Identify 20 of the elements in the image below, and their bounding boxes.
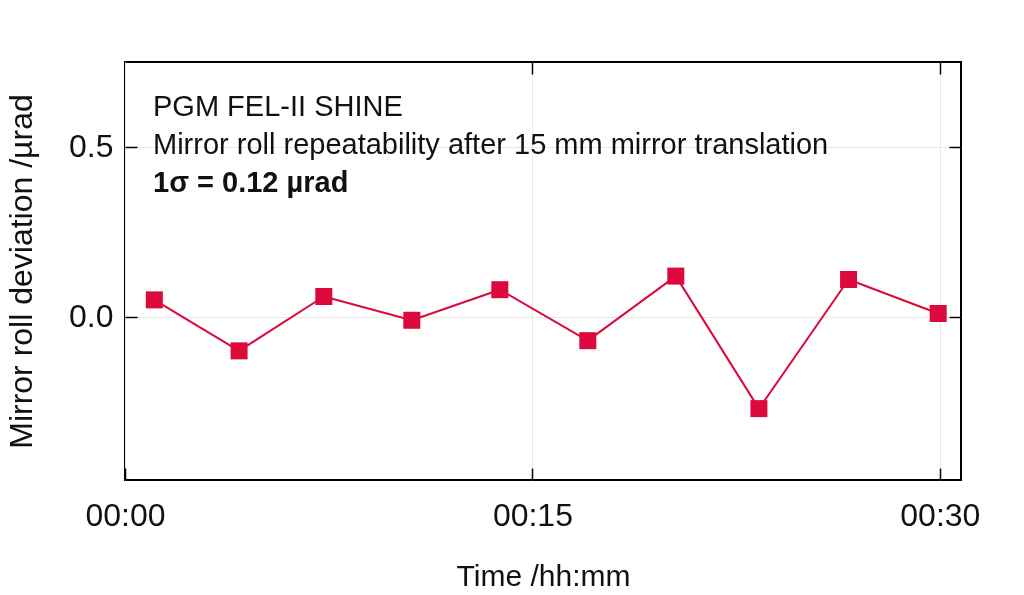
x-axis-title: Time /hh:mm [456, 558, 631, 592]
y-axis-title: Mirror roll deviation /µrad [3, 94, 40, 449]
point [929, 304, 947, 322]
point [145, 291, 163, 309]
y-tick-label: 0.0 [69, 298, 114, 335]
point [230, 342, 248, 360]
point [491, 281, 509, 299]
point [667, 267, 685, 285]
x-tick-label: 00:15 [492, 496, 573, 533]
x-tick-label: 00:00 [85, 496, 166, 533]
point [750, 400, 768, 418]
point [315, 287, 333, 305]
annotation: 1σ = 0.12 µrad [153, 166, 349, 198]
annotation: PGM FEL-II SHINE [153, 90, 403, 122]
x-tick-label: 00:30 [900, 496, 981, 533]
annotation: Mirror roll repeatability after 15 mm mirror translation [153, 128, 829, 160]
y-tick-label: 0.5 [69, 128, 114, 165]
point [840, 271, 858, 288]
point [403, 311, 421, 329]
point [579, 332, 597, 350]
